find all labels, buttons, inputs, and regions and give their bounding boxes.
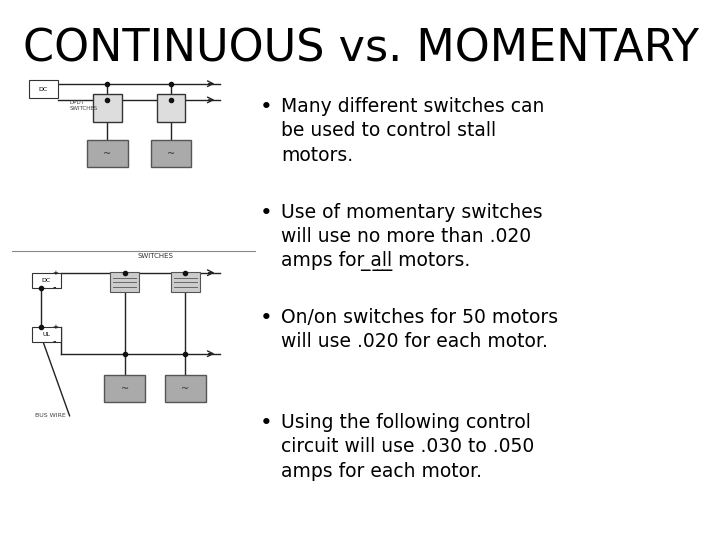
FancyBboxPatch shape bbox=[29, 80, 58, 98]
Text: Use of momentary switches
will use no more than .020
amps for ̲a̲l̲l̲ motors.: Use of momentary switches will use no mo… bbox=[281, 202, 543, 271]
FancyBboxPatch shape bbox=[93, 94, 122, 122]
Text: ~: ~ bbox=[103, 149, 112, 159]
Text: -: - bbox=[52, 336, 55, 346]
Text: •: • bbox=[260, 97, 272, 117]
Text: Using the following control
circuit will use .030 to .050
amps for each motor.: Using the following control circuit will… bbox=[281, 413, 534, 481]
Text: Many different switches can
be used to control stall
motors.: Many different switches can be used to c… bbox=[281, 97, 544, 165]
Text: ~: ~ bbox=[167, 149, 175, 159]
Text: •: • bbox=[260, 308, 272, 328]
FancyBboxPatch shape bbox=[104, 375, 145, 402]
Text: BUS WIRE: BUS WIRE bbox=[35, 413, 66, 418]
Text: SWITCHES: SWITCHES bbox=[137, 253, 173, 260]
Text: DPDT
SWITCHES: DPDT SWITCHES bbox=[70, 100, 98, 111]
FancyBboxPatch shape bbox=[156, 94, 186, 122]
Text: ~: ~ bbox=[181, 384, 189, 394]
FancyBboxPatch shape bbox=[32, 273, 61, 288]
Text: •: • bbox=[260, 202, 272, 222]
Text: UL: UL bbox=[42, 332, 50, 338]
Text: ~: ~ bbox=[120, 384, 129, 394]
Text: +: + bbox=[52, 269, 58, 276]
Text: CONTINUOUS vs. MOMENTARY: CONTINUOUS vs. MOMENTARY bbox=[23, 27, 699, 70]
Text: DC: DC bbox=[39, 86, 48, 92]
FancyBboxPatch shape bbox=[110, 272, 139, 292]
FancyBboxPatch shape bbox=[165, 375, 206, 402]
Text: -: - bbox=[52, 282, 55, 292]
FancyBboxPatch shape bbox=[171, 272, 200, 292]
FancyBboxPatch shape bbox=[87, 140, 127, 167]
FancyBboxPatch shape bbox=[150, 140, 192, 167]
Text: •: • bbox=[260, 413, 272, 433]
FancyBboxPatch shape bbox=[32, 327, 61, 342]
Text: +: + bbox=[52, 323, 58, 330]
Text: DC: DC bbox=[42, 278, 51, 284]
Text: On/on switches for 50 motors
will use .020 for each motor.: On/on switches for 50 motors will use .0… bbox=[281, 308, 558, 351]
